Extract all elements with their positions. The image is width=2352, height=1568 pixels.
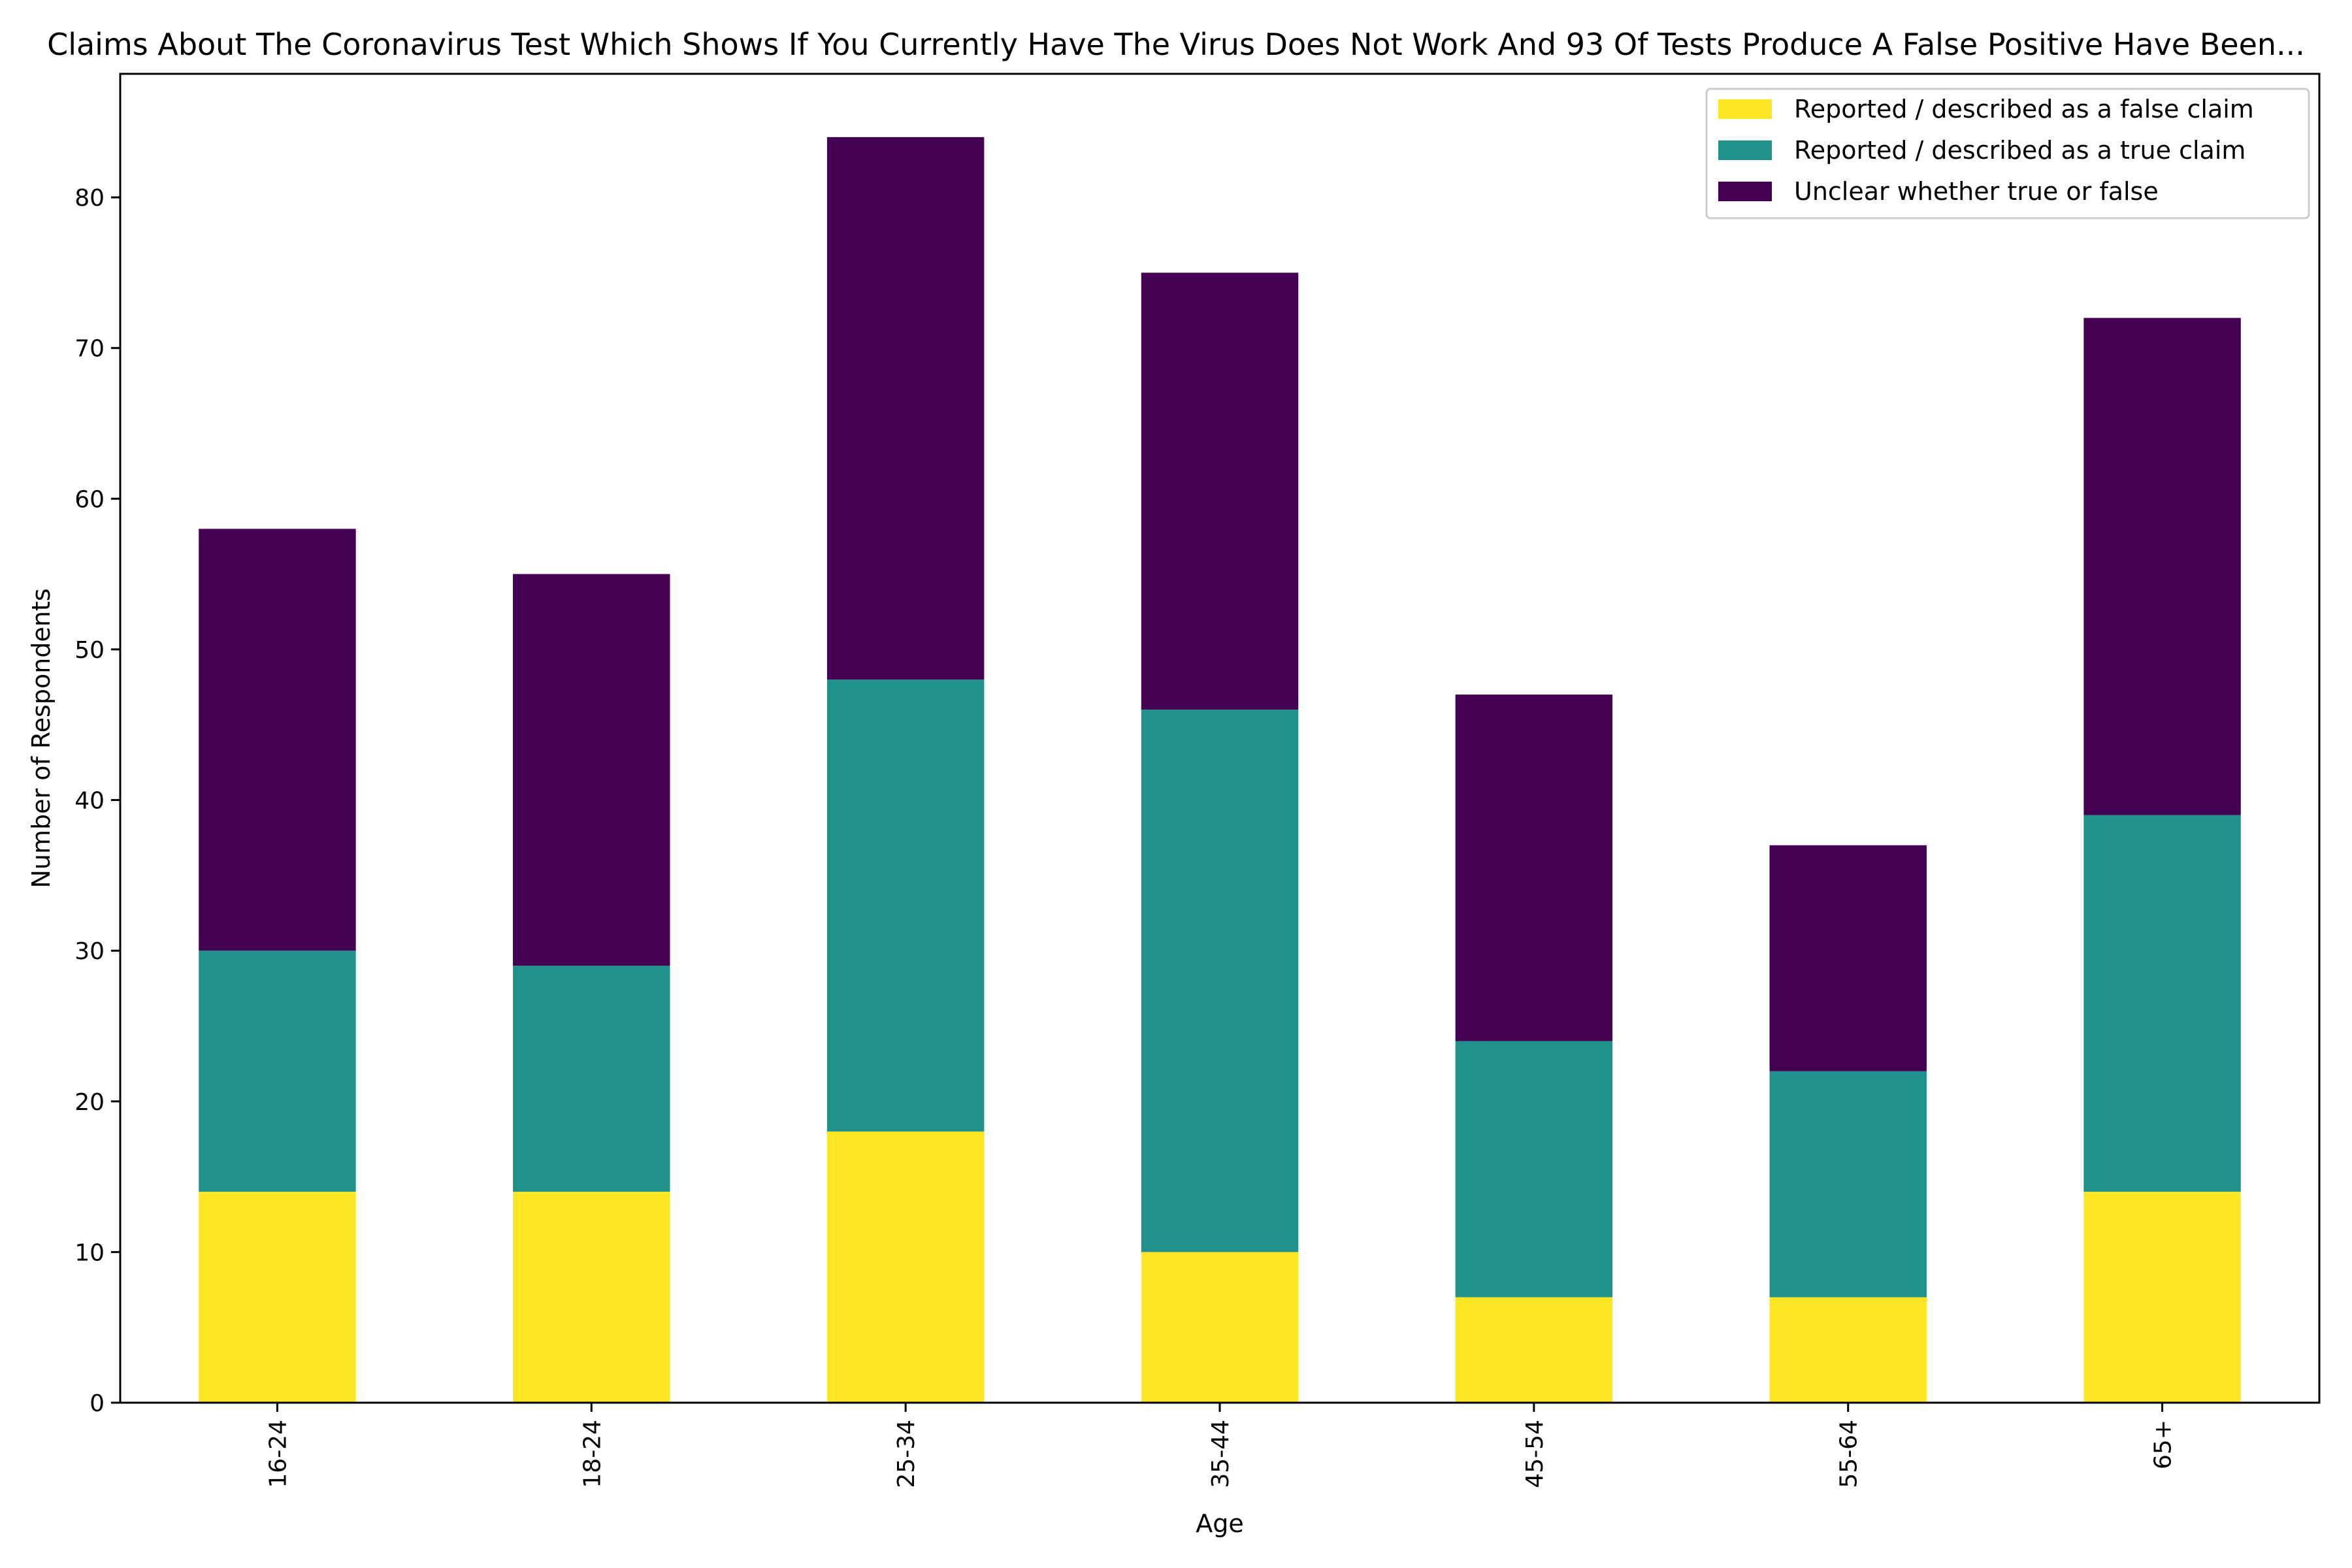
bar-35-44-series-3: [1141, 272, 1299, 710]
legend-label-3: Unclear whether true or false: [1794, 177, 2159, 206]
y-tick-label: 30: [74, 938, 105, 965]
bar-45-54-series-2: [1455, 1041, 1613, 1298]
x-tick-label-18-24: 18-24: [579, 1420, 606, 1488]
legend-frame: [1705, 88, 2310, 220]
y-tick-label: 40: [74, 788, 105, 815]
x-tick-label-25-34: 25-34: [893, 1420, 920, 1488]
y-tick-label: 80: [74, 185, 105, 212]
bar-55-64-series-2: [1769, 1071, 1927, 1298]
legend-swatch-3: [1718, 182, 1772, 201]
bar-65+-series-3: [2083, 318, 2241, 815]
bar-25-34-series-3: [826, 137, 985, 680]
y-tick-label: 10: [74, 1239, 105, 1266]
y-tick-label: 20: [74, 1089, 105, 1116]
y-axis-label: Number of Respondents: [27, 588, 56, 888]
x-axis-ticks: 16-24 18-24 25-34 35-44 45-54 55-64 65+: [265, 1403, 2177, 1488]
bar-18-24-series-1: [513, 1192, 670, 1403]
bar-45-54-series-1: [1455, 1297, 1613, 1403]
chart-title: Claims About The Coronavirus Test Which …: [47, 27, 2305, 62]
x-tick-label-55-64: 55-64: [1836, 1420, 1863, 1488]
y-tick-label: 70: [74, 336, 105, 363]
bar-35-44-series-2: [1141, 710, 1299, 1252]
bar-16-24-series-3: [199, 529, 356, 951]
bar-18-24-series-2: [513, 966, 670, 1192]
bar-16-24-series-2: [199, 951, 356, 1192]
legend-label-1: Reported / described as a false claim: [1794, 95, 2254, 123]
bar-16-24-series-1: [199, 1192, 356, 1403]
legend-swatch-1: [1718, 99, 1772, 119]
bars-layer: [199, 137, 2241, 1403]
bar-25-34-series-1: [826, 1131, 985, 1403]
x-tick-label-35-44: 35-44: [1207, 1420, 1234, 1488]
legend-label-2: Reported / described as a true claim: [1794, 136, 2246, 165]
y-tick-label: 60: [74, 486, 105, 513]
legend-swatch-2: [1718, 140, 1772, 160]
bar-35-44-series-1: [1141, 1252, 1299, 1403]
bar-18-24-series-3: [513, 574, 670, 966]
y-axis-ticks: 0 10 20 30 40 50 60 70 80: [74, 185, 120, 1417]
x-tick-label-65+: 65+: [2150, 1420, 2177, 1469]
y-tick-label: 50: [74, 637, 105, 664]
bar-45-54-series-3: [1455, 694, 1613, 1041]
bar-55-64-series-1: [1769, 1297, 1927, 1403]
legend: Reported / described as a false claim Rep…: [1705, 88, 2310, 220]
bar-55-64-series-3: [1769, 845, 1927, 1071]
bar-65+-series-2: [2083, 815, 2241, 1192]
x-axis-label: Age: [1196, 1509, 1244, 1538]
x-tick-label-45-54: 45-54: [1522, 1420, 1548, 1488]
x-tick-label-16-24: 16-24: [265, 1420, 291, 1488]
plot-area-frame: [119, 73, 2321, 1404]
bar-25-34-series-2: [826, 679, 985, 1132]
bar-65+-series-1: [2083, 1192, 2241, 1403]
y-tick-label: 0: [90, 1390, 105, 1417]
